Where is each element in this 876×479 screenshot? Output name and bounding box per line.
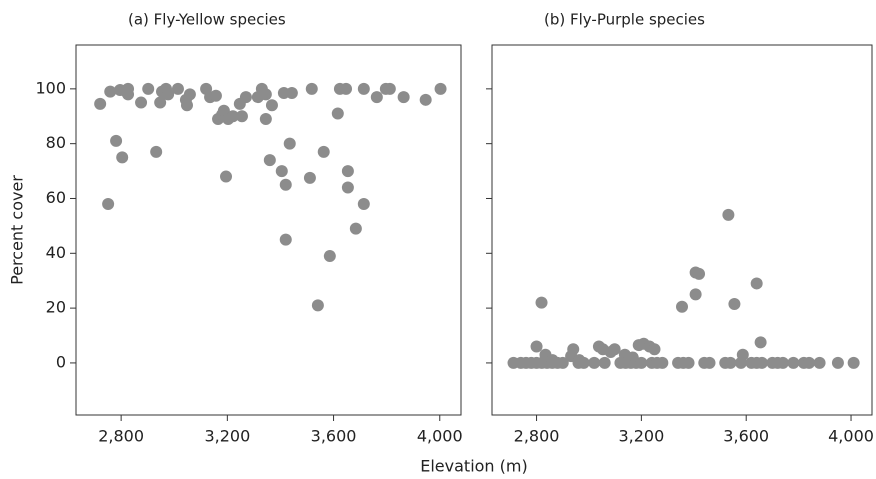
point [171,82,184,95]
point [787,356,800,369]
point [275,165,288,178]
point [397,91,410,104]
point [239,91,252,104]
point [754,336,767,349]
point [150,145,163,158]
plot-frame [491,44,873,416]
panel-title: (a) Fly-Yellow species [128,11,286,29]
point [349,222,362,235]
point [682,356,695,369]
point [434,82,447,95]
point [305,82,318,95]
y-tick-label: 40 [46,243,66,262]
point [317,145,330,158]
x-tick-label: 3,600 [311,427,357,446]
point [813,356,826,369]
point [608,343,621,356]
x-tick-label: 4,000 [417,427,463,446]
point [724,356,737,369]
point [142,82,155,95]
point [226,110,239,123]
point [285,86,298,99]
point [750,277,763,290]
point [419,93,432,106]
point [676,300,688,313]
x-tick-label: 2,800 [98,427,144,446]
point [530,340,543,353]
point [588,356,601,369]
point [235,110,248,123]
x-tick-label: 3,200 [618,427,664,446]
point [689,288,702,301]
point [180,99,193,112]
point [323,250,336,263]
point [279,178,292,191]
y-tick-label: 20 [46,298,66,317]
point [162,88,175,101]
y-axis-label: Percent cover [8,175,27,285]
x-axis-label: Elevation (m) [420,457,527,476]
point [847,356,860,369]
point [110,134,123,147]
point [265,99,278,112]
point [734,356,747,369]
y-tick-label: 100 [35,78,66,97]
point [116,151,129,164]
point [220,170,233,183]
x-tick-label: 2,800 [514,427,560,446]
point [556,356,569,369]
point [755,356,768,369]
point [722,208,735,221]
point [209,89,222,102]
point [357,197,370,210]
x-tick-label: 3,200 [204,427,250,446]
point [776,356,789,369]
point [263,154,276,167]
point [598,356,611,369]
point [831,356,844,369]
point [370,91,383,104]
point [102,197,115,210]
point [154,96,167,109]
point [656,356,669,369]
point [577,356,590,369]
point [567,343,580,356]
point [728,298,741,310]
point [648,343,661,356]
y-tick-label: 80 [46,133,66,152]
point [803,356,816,369]
point [104,85,117,98]
point [259,113,272,125]
point [331,107,344,120]
point [283,137,296,150]
point [135,96,148,109]
panel-title: (b) Fly-Purple species [544,11,705,29]
point [341,181,354,194]
point [341,165,354,178]
point [703,356,716,369]
point [279,233,292,246]
point [94,97,107,110]
point [183,88,196,101]
point [357,82,370,95]
point [693,267,706,280]
y-tick-label: 0 [56,352,66,371]
x-tick-label: 3,600 [723,427,769,446]
point [340,82,353,95]
y-tick-label: 60 [46,188,66,207]
point [635,356,648,369]
x-tick-label: 4,000 [828,427,874,446]
point [311,299,324,312]
point [259,88,272,101]
point [383,82,396,95]
point [122,88,135,101]
point [303,171,316,184]
point [535,296,548,309]
plot-frame [75,44,462,416]
